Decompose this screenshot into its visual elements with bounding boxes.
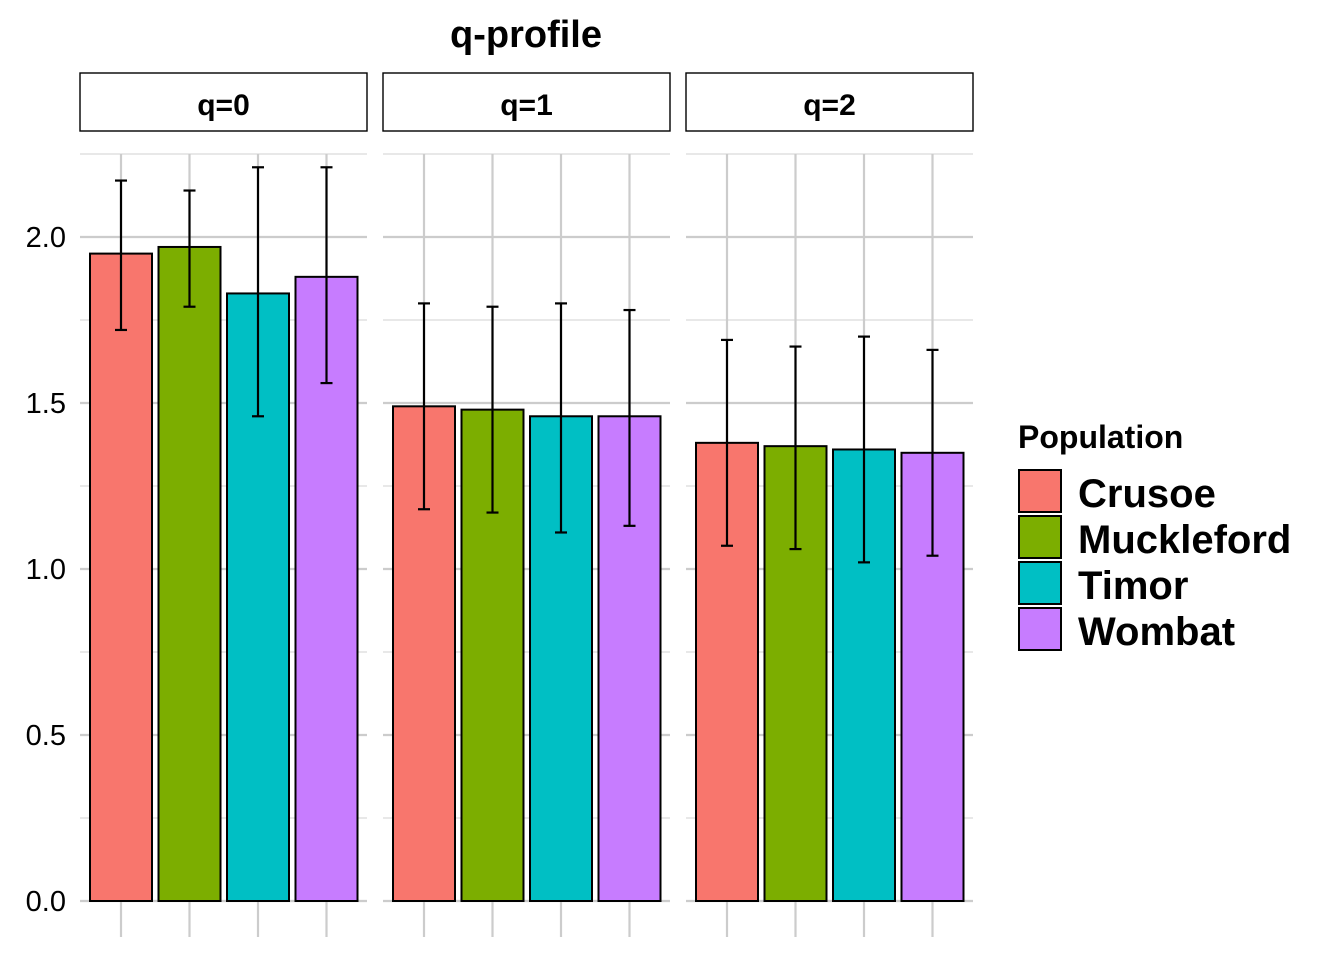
facet-strip-label: q=1 bbox=[500, 89, 553, 122]
y-tick-label: 2.0 bbox=[26, 222, 66, 254]
facet-panels: q=0 q=1 q=2 bbox=[79, 72, 974, 937]
facet-strip bbox=[685, 72, 974, 132]
legend-key-muckleford bbox=[1018, 515, 1062, 559]
facet-strip-label: q=2 bbox=[803, 89, 856, 122]
facet-panel-q2: q=2 bbox=[685, 72, 974, 937]
facet-strip-label: q=0 bbox=[197, 89, 250, 122]
legend-label-crusoe: Crusoe bbox=[1078, 472, 1216, 516]
facet-strip bbox=[382, 72, 671, 132]
facet-panel-q0: q=0 bbox=[79, 72, 368, 937]
legend-label-muckleford: Muckleford bbox=[1078, 518, 1291, 562]
y-tick-label: 1.0 bbox=[26, 554, 66, 586]
y-tick-label: 0.0 bbox=[26, 886, 66, 918]
bar-crusoe bbox=[89, 252, 153, 903]
legend-label-timor: Timor bbox=[1078, 564, 1188, 608]
y-axis: 0.0 0.5 1.0 1.5 2.0 bbox=[26, 222, 66, 918]
legend-key-timor bbox=[1018, 561, 1062, 605]
y-tick-label: 1.5 bbox=[26, 388, 66, 420]
legend-key-crusoe bbox=[1018, 469, 1062, 513]
legend-title: Population bbox=[1018, 419, 1183, 455]
y-tick-label: 0.5 bbox=[26, 720, 66, 752]
facet-strip bbox=[79, 72, 368, 132]
bar-muckleford bbox=[157, 245, 222, 902]
chart-title: q-profile bbox=[450, 14, 602, 56]
facet-panel-q1: q=1 bbox=[382, 72, 671, 937]
legend-key-wombat bbox=[1018, 607, 1062, 651]
legend-label-wombat: Wombat bbox=[1078, 610, 1235, 654]
